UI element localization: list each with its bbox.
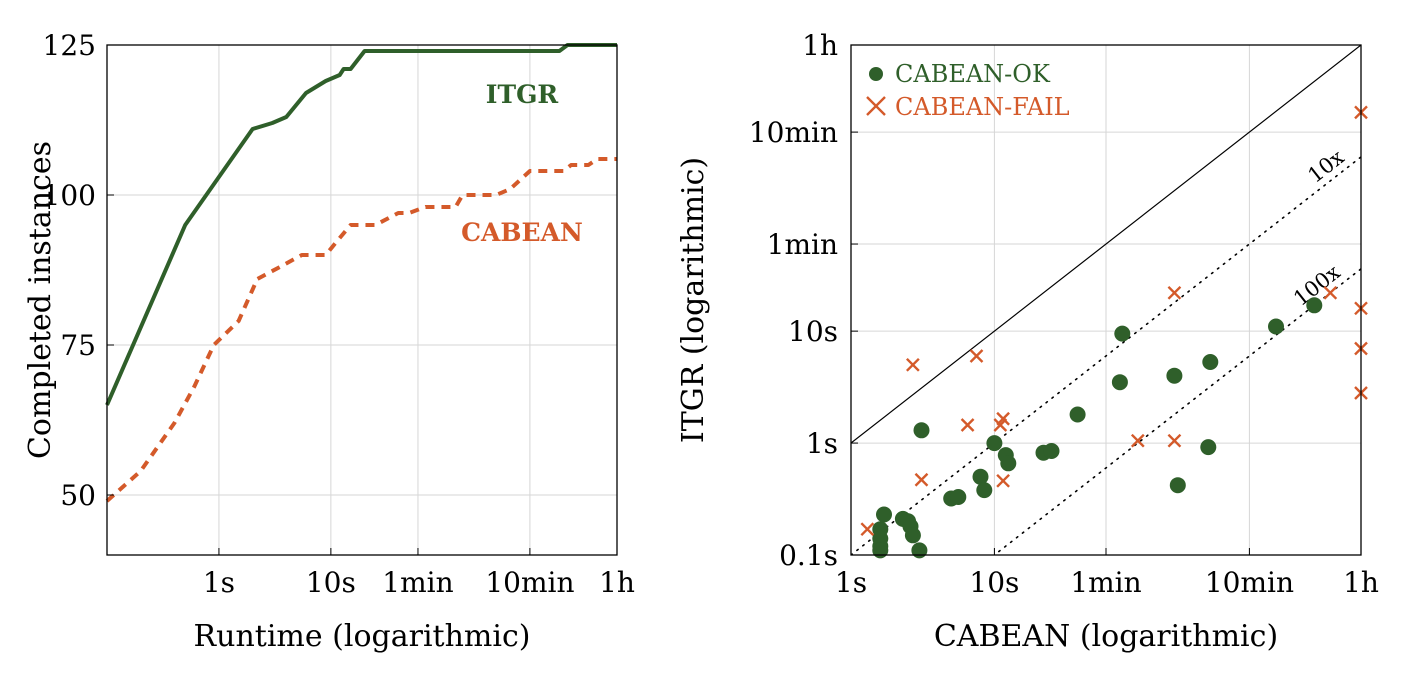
point-cabean-ok — [1069, 406, 1086, 423]
point-cabean-ok — [911, 542, 928, 559]
point-cabean-ok — [1169, 477, 1186, 494]
reference-line-10x — [851, 156, 1361, 555]
left-plot-frame — [106, 44, 618, 556]
point-cabean-fail — [996, 411, 1010, 426]
reference-line-1x — [851, 45, 1361, 444]
legend-marker-cabean-ok — [869, 67, 883, 81]
point-cabean-fail — [1323, 285, 1338, 300]
series-line-itgr — [105, 43, 617, 406]
right-y-tick-label: 1s — [806, 427, 838, 460]
point-cabean-ok — [1200, 439, 1217, 456]
right-y-tick-label: 1h — [802, 29, 838, 62]
point-cabean-fail — [1130, 433, 1145, 448]
left-chart-completed-instances: 1s 10s 1min 10min 1h 50 75 100 125 ITGR CABEAN R… — [23, 29, 635, 654]
left-x-tick-label: 1s — [203, 566, 235, 599]
left-y-tick-label: 50 — [60, 479, 96, 512]
left-x-tick-label: 10s — [306, 566, 356, 599]
point-cabean-fail — [914, 472, 929, 487]
right-x-tick-label: 1h — [1343, 566, 1379, 599]
point-cabean-ok — [1202, 354, 1219, 370]
point-cabean-ok — [876, 506, 892, 523]
point-cabean-ok — [986, 435, 1003, 452]
right-x-tick-label: 10min — [1205, 566, 1294, 599]
reference-line-100x — [993, 268, 1361, 555]
left-y-tick-label: 75 — [60, 329, 96, 362]
point-cabean-ok — [1268, 318, 1284, 335]
right-x-tick-label: 10s — [969, 566, 1019, 599]
legend-label-cabean-fail: CABEAN-FAIL — [895, 93, 1070, 121]
right-y-tick-label: 10min — [749, 116, 838, 149]
right-x-tick-label: 1s — [835, 566, 867, 599]
left-y-tick-label: 125 — [43, 29, 96, 62]
right-chart-itgr-vs-cabean: 10x 100x 1s 10s 1min 10min 1h0.1s1s10s1min10… — [676, 29, 1379, 654]
point-cabean-ok — [1306, 297, 1323, 314]
right-x-tick-label: 1min — [1070, 566, 1141, 599]
point-cabean-fail — [1167, 433, 1182, 448]
left-x-tick-label: 1h — [599, 566, 635, 599]
point-cabean-ok — [950, 489, 967, 505]
left-x-tick-label: 1min — [382, 566, 453, 599]
legend-label-cabean-ok: CABEAN-OK — [895, 60, 1051, 88]
left-ticks: 1s 10s 1min 10min 1h 50 75 100 125 — [43, 29, 635, 599]
left-y-tick-label: 100 — [43, 179, 96, 212]
point-cabean-ok — [1000, 455, 1017, 472]
point-cabean-ok — [976, 482, 993, 499]
right-y-tick-label: 0.1s — [779, 539, 838, 572]
point-cabean-ok — [872, 542, 889, 559]
left-plot-background — [107, 45, 617, 555]
right-y-tick-label: 10s — [788, 315, 838, 348]
point-cabean-ok — [1114, 325, 1131, 342]
right-x-axis-label: CABEAN (logarithmic) — [934, 619, 1278, 654]
point-cabean-fail — [906, 357, 920, 372]
right-y-tick-label: 1min — [767, 228, 838, 261]
point-cabean-ok — [1166, 367, 1183, 384]
point-cabean-ok — [1043, 443, 1060, 459]
legend-marker-cabean-fail — [866, 96, 886, 116]
right-reference-lines — [851, 45, 1361, 555]
right-y-axis-label: ITGR (logarithmic) — [676, 157, 711, 443]
point-cabean-ok — [972, 468, 989, 485]
legend: CABEAN-OK CABEAN-FAIL — [866, 60, 1070, 121]
left-y-axis-label: Completed instances — [23, 141, 58, 459]
point-cabean-ok — [904, 527, 921, 544]
point-cabean-fail — [860, 522, 875, 537]
left-series-label-itgr: ITGR — [486, 80, 559, 109]
point-cabean-ok — [913, 422, 930, 439]
left-x-axis-label: Runtime (logarithmic) — [194, 619, 531, 654]
left-x-tick-label: 10min — [485, 566, 574, 599]
point-cabean-ok — [1111, 374, 1128, 391]
point-cabean-fail — [996, 473, 1010, 488]
point-cabean-fail — [969, 349, 984, 363]
series-line-cabean — [105, 157, 617, 503]
point-cabean-fail — [1167, 285, 1182, 300]
left-series-label-cabean: CABEAN — [461, 218, 583, 247]
point-cabean-fail — [960, 418, 975, 432]
left-series-group — [105, 43, 617, 503]
